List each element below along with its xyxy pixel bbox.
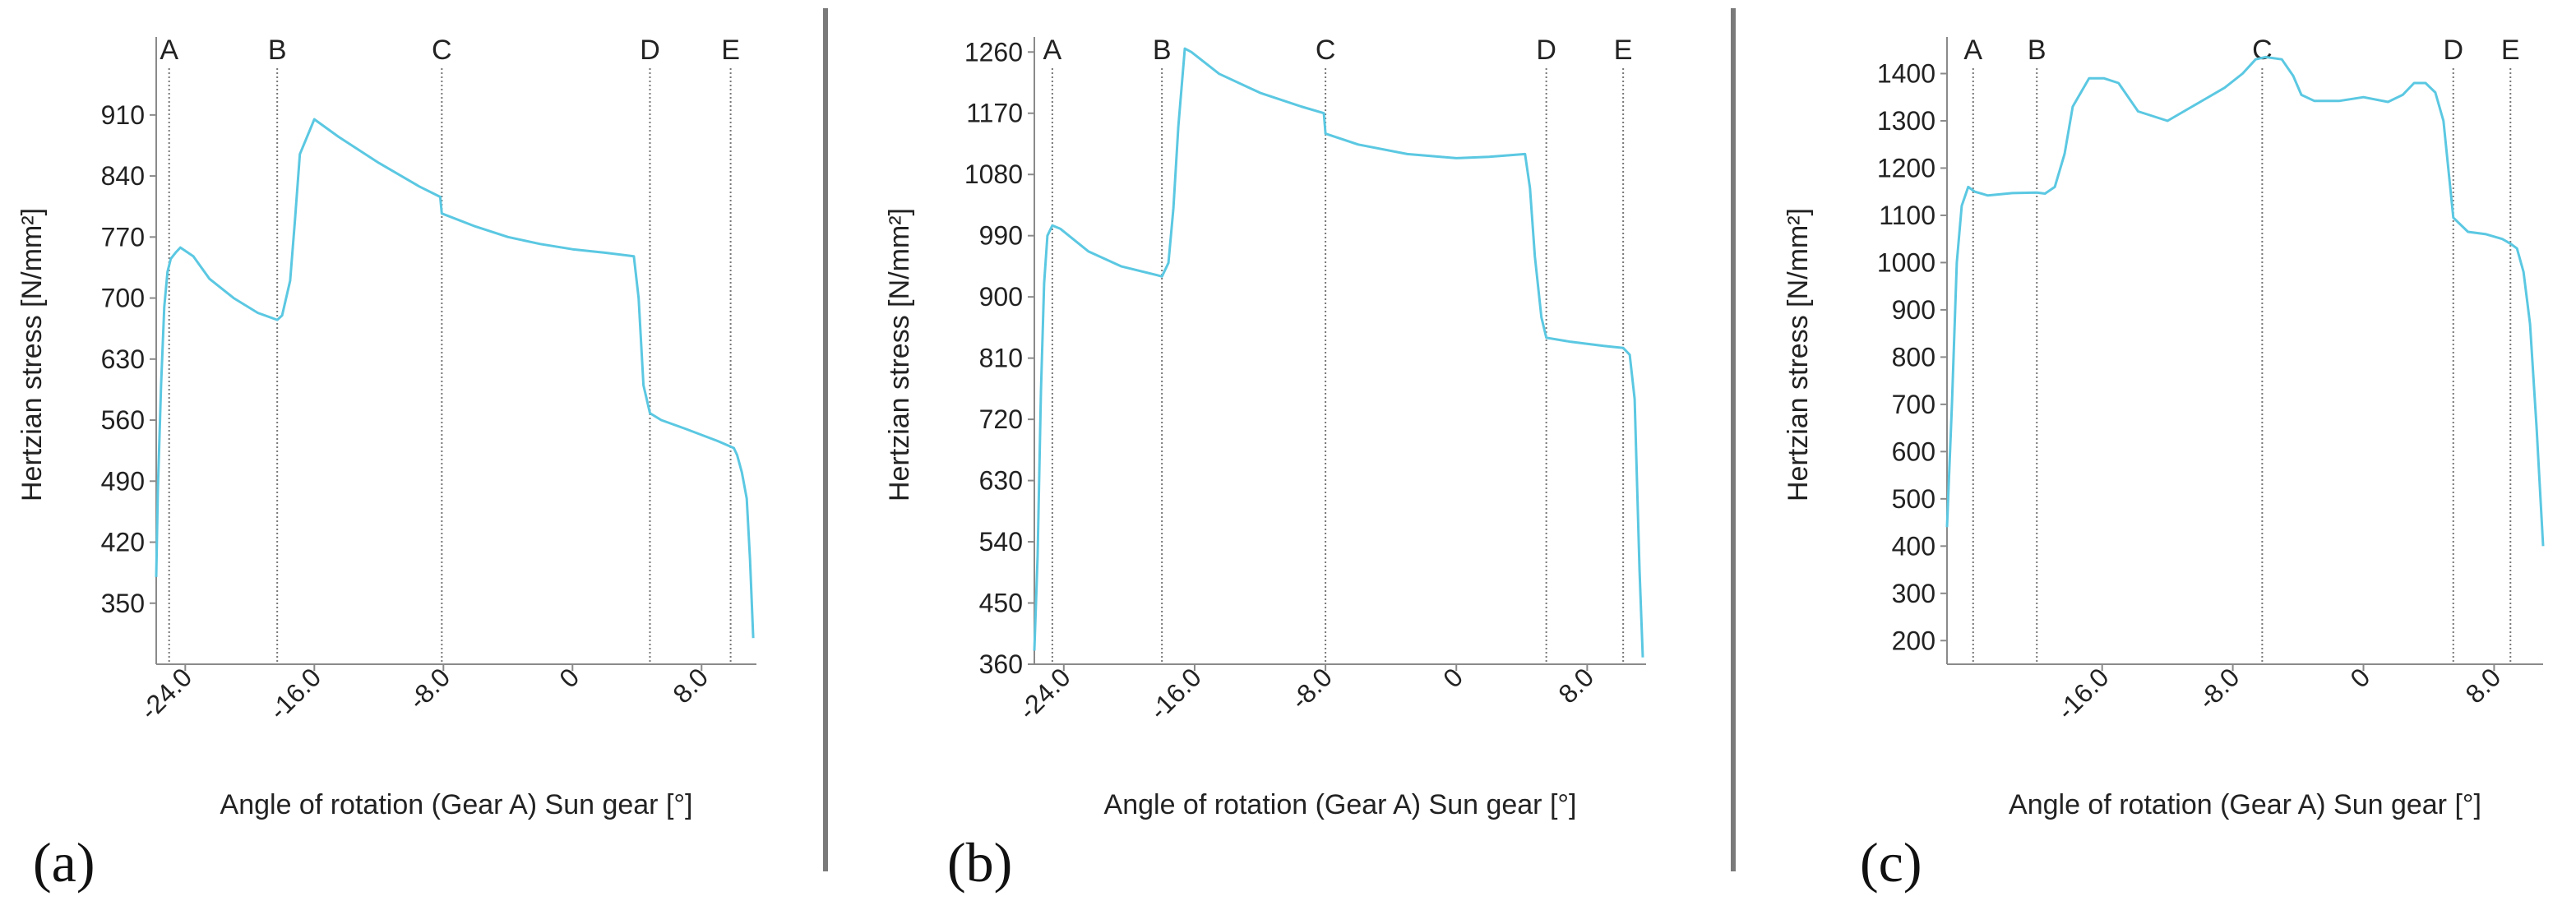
y-tick-label: 990: [979, 221, 1023, 251]
marker-label-c: C: [1316, 35, 1336, 66]
chart-panel-a: 350 420 490 560 630 700 770 840 910 -24.0 -16.0 -8.…: [16, 35, 756, 894]
y-tick-label: 700: [101, 284, 145, 313]
y-tick-label: 560: [101, 405, 145, 435]
panel-label: (c): [1860, 831, 1922, 894]
marker-label-a: A: [1043, 35, 1062, 66]
x-tick-label: -8.0: [2192, 662, 2245, 714]
y-tick-label: 600: [1892, 437, 1935, 466]
x-tick-label: -8.0: [1285, 662, 1338, 714]
x-tick-label: -16.0: [1144, 662, 1207, 725]
y-tick-label: 1200: [1877, 153, 1935, 182]
stress-series-line: [1945, 55, 2545, 547]
marker-label-e: E: [2501, 35, 2520, 66]
stress-series-line: [155, 118, 755, 639]
y-tick-label: 900: [1892, 295, 1935, 325]
y-tick-label: 300: [1892, 579, 1935, 608]
marker-label-d: D: [2443, 35, 2463, 66]
y-axis-title: Hertzian stress [N/mm²]: [16, 208, 48, 501]
marker-label-b: B: [1153, 35, 1172, 66]
y-axis-title: Hertzian stress [N/mm²]: [884, 208, 915, 501]
y-tick-label: 770: [101, 222, 145, 252]
x-tick-label: -8.0: [403, 662, 456, 714]
marker-label-a: A: [160, 35, 178, 66]
marker-label-d: D: [1536, 35, 1556, 66]
y-tick-label: 630: [101, 344, 145, 374]
chart-panel-c: 200 300 400 500 600 700 800 900 1000 1100 1200 1300…: [1783, 35, 2545, 894]
y-tick-label: 1260: [964, 37, 1023, 67]
chart-panel-b: 360450540630720810900990108011701260-24.…: [884, 35, 1646, 894]
y-tick-label: 350: [101, 589, 145, 618]
marker-label-b: B: [2028, 35, 2046, 66]
panel-label: (a): [33, 831, 95, 894]
marker-label-a: A: [1963, 35, 1982, 66]
y-tick-label: 700: [1892, 390, 1935, 419]
x-tick-label: 0: [553, 662, 585, 693]
y-tick-label: 1170: [966, 99, 1023, 128]
marker-label-e: E: [721, 35, 740, 66]
y-tick-label: 500: [1892, 484, 1935, 514]
y-tick-label: 200: [1892, 626, 1935, 655]
x-tick-label: -16.0: [263, 662, 326, 725]
y-tick-label: 1300: [1877, 106, 1935, 136]
y-tick-label: 910: [101, 100, 145, 130]
y-tick-label: 490: [101, 466, 145, 496]
y-tick-label: 810: [979, 344, 1023, 373]
y-tick-label: 540: [979, 527, 1023, 557]
y-tick-label: 1400: [1877, 58, 1935, 88]
x-tick-label: 8.0: [2459, 662, 2506, 709]
x-tick-label: 8.0: [1552, 662, 1599, 709]
x-tick-label: 8.0: [667, 662, 714, 709]
y-tick-label: 400: [1892, 531, 1935, 561]
x-tick-label: -16.0: [2051, 662, 2115, 725]
y-tick-label: 1100: [1879, 201, 1935, 230]
y-tick-label: 900: [979, 282, 1023, 312]
y-axis-title: Hertzian stress [N/mm²]: [1783, 208, 1814, 501]
y-tick-label: 630: [979, 466, 1023, 496]
x-tick-label: 0: [2344, 662, 2375, 693]
y-tick-label: 840: [101, 161, 145, 191]
y-tick-label: 1000: [1877, 247, 1935, 277]
y-tick-label: 800: [1892, 342, 1935, 372]
x-axis-title: Angle of rotation (Gear A) Sun gear [°]: [2009, 789, 2481, 820]
x-axis-title: Angle of rotation (Gear A) Sun gear [°]: [1104, 789, 1577, 820]
x-tick-label: 0: [1437, 662, 1468, 693]
marker-label-e: E: [1614, 35, 1633, 66]
marker-label-d: D: [640, 35, 660, 66]
y-tick-label: 1080: [964, 159, 1023, 189]
stress-series-line: [1033, 47, 1644, 658]
marker-label-c: C: [432, 35, 452, 66]
y-tick-label: 420: [101, 528, 145, 557]
y-tick-label: 360: [979, 649, 1023, 679]
marker-label-b: B: [268, 35, 287, 66]
panel-label: (b): [947, 831, 1012, 894]
x-tick-label: -24.0: [134, 662, 197, 725]
y-tick-label: 450: [979, 589, 1023, 618]
y-tick-label: 720: [979, 404, 1023, 434]
x-axis-title: Angle of rotation (Gear A) Sun gear [°]: [220, 789, 693, 820]
